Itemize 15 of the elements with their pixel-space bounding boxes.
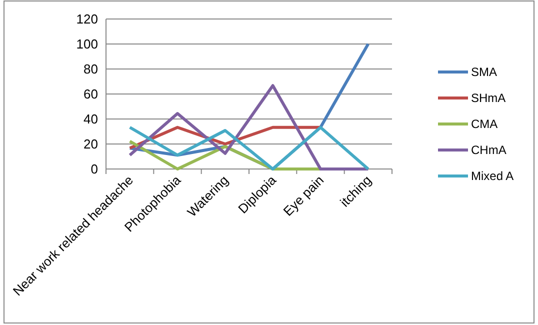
y-tick-label: 40 <box>84 112 98 127</box>
y-tick-label: 0 <box>90 162 98 177</box>
legend-label: SMA <box>471 65 498 80</box>
y-tick-label: 120 <box>76 12 98 27</box>
legend-label: CMA <box>471 117 498 132</box>
y-tick-label: 60 <box>84 86 98 102</box>
line-series <box>128 126 370 170</box>
line-series <box>128 84 370 170</box>
legend-label: CHmA <box>471 143 506 158</box>
y-tick-label: 100 <box>76 36 98 52</box>
legend-label: SHmA <box>471 91 506 106</box>
legend-label: Mixed A <box>471 169 514 184</box>
x-tick-label: Eye pain <box>280 172 327 219</box>
y-tick-label: 20 <box>84 136 98 152</box>
y-tick-label: 80 <box>84 62 98 77</box>
